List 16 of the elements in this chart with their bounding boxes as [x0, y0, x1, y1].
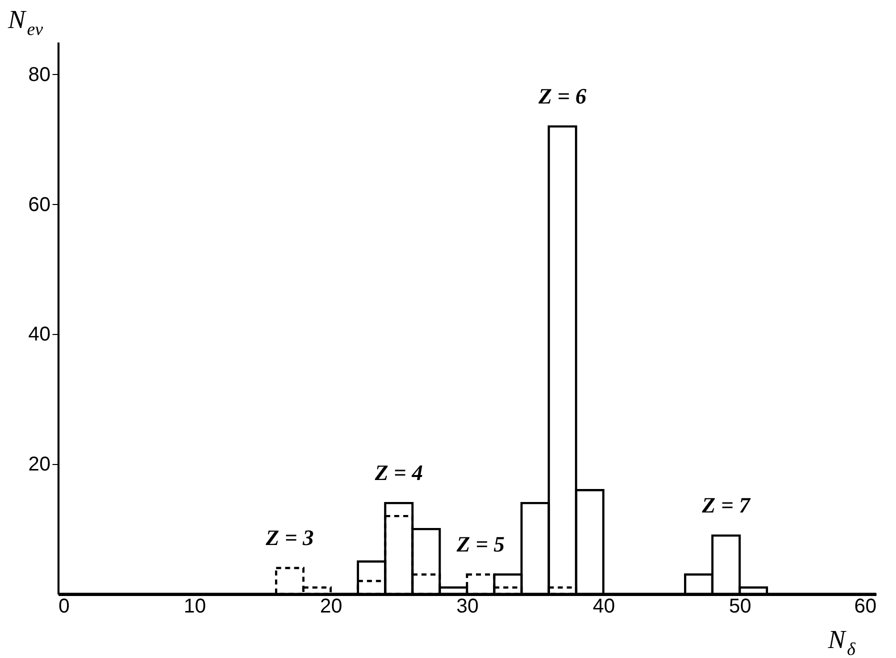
x-tick-label: 10 — [184, 596, 206, 618]
x-tick-label: 60 — [854, 596, 876, 618]
annotation: Z = 5 — [456, 532, 505, 557]
x-tick-label: 40 — [592, 596, 615, 618]
y-tick-label: 40 — [28, 324, 50, 346]
x-tick-label: 0 — [58, 596, 70, 618]
x-tick-label: 30 — [456, 596, 479, 618]
annotation: Z = 6 — [537, 83, 586, 108]
x-tick-label: 20 — [320, 596, 342, 618]
y-tick-label: 20 — [28, 454, 50, 476]
x-tick-label: 50 — [729, 596, 752, 618]
annotation: Z = 3 — [264, 525, 314, 550]
y-tick-label: 60 — [28, 194, 50, 216]
annotation: Z = 4 — [374, 460, 423, 486]
annotation: Z = 7 — [701, 492, 752, 518]
y-tick-label: 80 — [28, 64, 50, 86]
